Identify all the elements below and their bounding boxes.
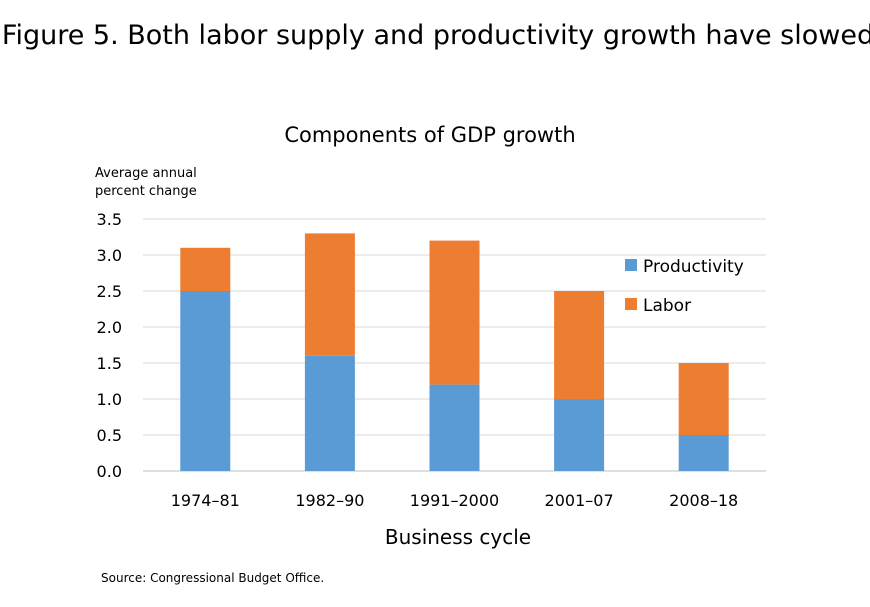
x-tick-labels: 1974–81 1982–90 1991–2000 2001–07 2008–18	[171, 491, 738, 510]
bar-labor-1	[304, 233, 355, 356]
legend-label-productivity: Productivity	[643, 257, 744, 277]
figure-title: Figure 5. Both labor supply and producti…	[2, 20, 870, 51]
y-tick-labels: 0.0 0.5 1.0 1.5 2.0 2.5 3.0 3.5	[97, 210, 122, 481]
bars	[180, 233, 729, 471]
y-tick-label: 0.5	[97, 426, 122, 445]
legend: Productivity Labor	[625, 257, 744, 316]
bar-labor-4	[678, 363, 729, 435]
x-tick-label: 1982–90	[295, 491, 364, 510]
x-tick-label: 2008–18	[669, 491, 738, 510]
x-axis-label: Business cycle	[385, 525, 531, 549]
y-tick-label: 2.0	[97, 318, 122, 337]
legend-swatch-labor	[625, 298, 637, 310]
bar-productivity-4	[678, 435, 729, 471]
y-tick-label: 3.0	[97, 246, 122, 265]
x-tick-label: 1991–2000	[410, 491, 499, 510]
bar-productivity-0	[180, 291, 231, 471]
x-tick-label: 1974–81	[171, 491, 240, 510]
y-axis-label-line2: percent change	[95, 184, 197, 199]
y-axis-label-line1: Average annual	[95, 166, 197, 181]
x-tick-label: 2001–07	[545, 491, 614, 510]
bar-labor-3	[554, 291, 605, 399]
chart-title: Components of GDP growth	[284, 123, 575, 147]
legend-label-labor: Labor	[643, 296, 691, 316]
legend-swatch-productivity	[625, 259, 637, 271]
bar-labor-0	[180, 247, 231, 291]
y-tick-label: 3.5	[97, 210, 122, 229]
bar-productivity-2	[429, 384, 480, 471]
bar-productivity-3	[554, 399, 605, 471]
y-tick-label: 2.5	[97, 282, 122, 301]
y-tick-label: 1.5	[97, 354, 122, 373]
y-tick-label: 1.0	[97, 390, 122, 409]
bar-labor-2	[429, 240, 480, 385]
y-tick-label: 0.0	[97, 462, 122, 481]
source-note: Source: Congressional Budget Office.	[101, 571, 324, 585]
bar-productivity-1	[304, 355, 355, 471]
